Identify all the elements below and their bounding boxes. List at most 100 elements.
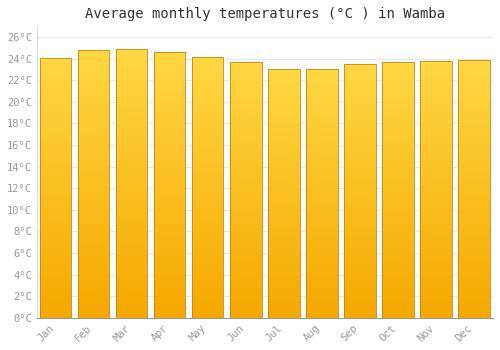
Bar xyxy=(382,268,414,269)
Bar xyxy=(154,281,186,282)
Bar xyxy=(40,194,72,196)
Bar xyxy=(306,290,338,292)
Bar xyxy=(344,251,376,252)
Bar xyxy=(78,57,110,58)
Bar xyxy=(40,303,72,305)
Bar xyxy=(116,80,148,81)
Bar xyxy=(78,71,110,73)
Bar xyxy=(192,106,224,107)
Bar xyxy=(40,187,72,188)
Bar xyxy=(382,178,414,180)
Bar xyxy=(78,112,110,113)
Bar xyxy=(268,130,300,132)
Bar xyxy=(344,210,376,211)
Bar xyxy=(268,70,300,71)
Bar xyxy=(420,93,452,94)
Bar xyxy=(382,304,414,305)
Bar xyxy=(306,99,338,100)
Bar xyxy=(78,159,110,160)
Bar xyxy=(458,162,490,163)
Bar xyxy=(344,90,376,91)
Bar xyxy=(192,209,224,211)
Bar xyxy=(420,236,452,237)
Bar xyxy=(154,173,186,174)
Bar xyxy=(116,183,148,185)
Bar xyxy=(382,216,414,217)
Bar xyxy=(306,91,338,92)
Bar xyxy=(230,315,262,317)
Bar xyxy=(382,247,414,249)
Bar xyxy=(230,77,262,78)
Bar xyxy=(230,78,262,80)
Bar xyxy=(306,226,338,227)
Bar xyxy=(306,190,338,191)
Bar xyxy=(344,178,376,180)
Bar xyxy=(154,161,186,162)
Bar xyxy=(382,67,414,68)
Bar xyxy=(420,102,452,103)
Bar xyxy=(306,210,338,211)
Bar xyxy=(192,122,224,123)
Bar xyxy=(306,92,338,93)
Bar xyxy=(268,196,300,197)
Bar xyxy=(230,97,262,98)
Bar xyxy=(78,78,110,79)
Bar xyxy=(344,252,376,253)
Bar xyxy=(458,178,490,180)
Bar xyxy=(78,286,110,287)
Bar xyxy=(154,254,186,256)
Bar xyxy=(192,107,224,109)
Bar xyxy=(154,258,186,259)
Bar xyxy=(306,143,338,144)
Bar xyxy=(382,63,414,64)
Bar xyxy=(420,201,452,202)
Bar xyxy=(268,225,300,226)
Bar xyxy=(154,127,186,128)
Bar xyxy=(268,124,300,125)
Bar xyxy=(40,262,72,263)
Bar xyxy=(344,312,376,313)
Bar xyxy=(154,176,186,177)
Bar xyxy=(382,76,414,77)
Bar xyxy=(192,279,224,280)
Bar xyxy=(78,55,110,57)
Bar xyxy=(40,93,72,94)
Bar xyxy=(192,255,224,257)
Bar xyxy=(192,239,224,241)
Bar xyxy=(40,253,72,254)
Bar xyxy=(78,254,110,255)
Bar xyxy=(230,62,262,63)
Bar xyxy=(154,77,186,79)
Bar xyxy=(382,127,414,128)
Bar xyxy=(458,139,490,140)
Bar xyxy=(268,294,300,295)
Bar xyxy=(458,119,490,120)
Bar xyxy=(420,151,452,152)
Bar xyxy=(116,118,148,119)
Bar xyxy=(40,229,72,231)
Bar xyxy=(268,286,300,287)
Bar xyxy=(154,228,186,229)
Bar xyxy=(420,165,452,166)
Bar xyxy=(268,156,300,158)
Bar xyxy=(154,152,186,153)
Bar xyxy=(458,214,490,215)
Bar xyxy=(458,159,490,160)
Bar xyxy=(40,233,72,235)
Bar xyxy=(78,303,110,304)
Bar xyxy=(306,258,338,259)
Bar xyxy=(344,305,376,307)
Bar xyxy=(154,75,186,76)
Bar xyxy=(154,79,186,80)
Bar xyxy=(268,254,300,256)
Bar xyxy=(192,293,224,294)
Bar xyxy=(268,195,300,196)
Bar xyxy=(382,224,414,226)
Bar xyxy=(306,218,338,220)
Bar xyxy=(420,121,452,122)
Bar xyxy=(154,148,186,149)
Bar xyxy=(40,69,72,71)
Bar xyxy=(78,102,110,104)
Bar xyxy=(192,92,224,93)
Bar xyxy=(116,228,148,229)
